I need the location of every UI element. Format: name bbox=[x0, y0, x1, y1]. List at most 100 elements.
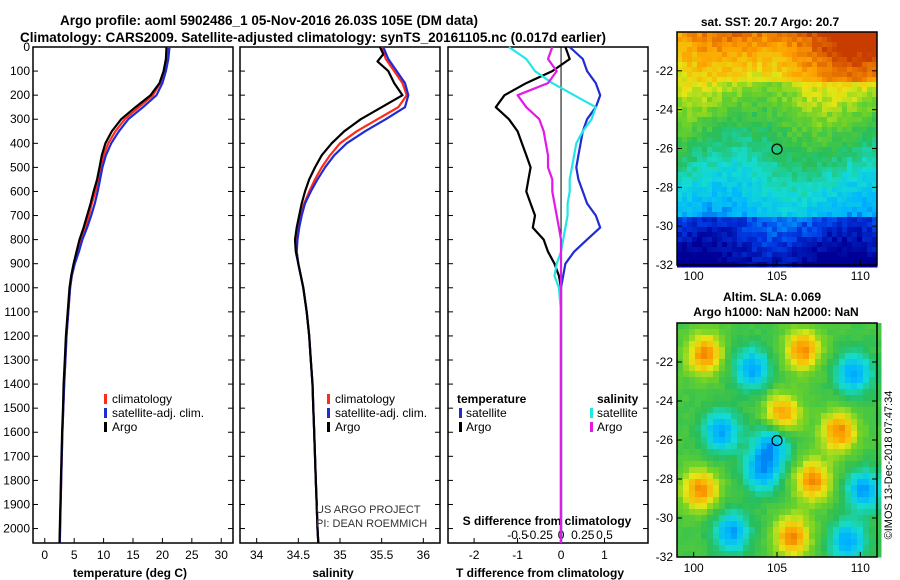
sst-map-cell bbox=[822, 222, 828, 228]
sst-map-cell bbox=[812, 137, 818, 143]
sst-map-cell bbox=[687, 237, 693, 243]
sst-map-cell bbox=[792, 242, 798, 248]
sla-map-cell bbox=[845, 503, 852, 510]
sst-map-cell bbox=[702, 212, 708, 218]
sla-map-cell bbox=[839, 437, 846, 444]
sla-map-cell bbox=[827, 485, 834, 492]
sst-map-cell bbox=[772, 237, 778, 243]
sst-map-cell bbox=[752, 107, 758, 113]
sst-map-cell bbox=[712, 147, 718, 153]
sst-map-cell bbox=[812, 127, 818, 133]
sla-map-cell bbox=[785, 503, 792, 510]
sla-map-cell bbox=[827, 545, 834, 552]
sla-map-cell bbox=[689, 485, 696, 492]
sst-map-cell bbox=[857, 237, 863, 243]
sla-map-cell bbox=[761, 509, 768, 516]
sst-map-cell bbox=[732, 92, 738, 98]
sla-map-cell bbox=[773, 407, 780, 414]
sst-map-cell bbox=[757, 132, 763, 138]
sla-map-cell bbox=[689, 329, 696, 336]
sla-map-cell bbox=[869, 479, 876, 486]
sst-map-cell bbox=[782, 92, 788, 98]
sla-map-cell bbox=[863, 491, 870, 498]
sla-map-cell bbox=[851, 539, 858, 546]
sst-map-cell bbox=[747, 222, 753, 228]
sst-map-cell bbox=[732, 112, 738, 118]
sst-map-cell bbox=[807, 247, 813, 253]
sst-map-cell bbox=[812, 237, 818, 243]
sst-map-cell bbox=[737, 102, 743, 108]
sst-map-cell bbox=[702, 202, 708, 208]
sst-map-cell bbox=[762, 127, 768, 133]
sla-map-cell bbox=[785, 359, 792, 366]
sla-map-cell bbox=[737, 323, 744, 330]
sst-map-cell bbox=[862, 162, 868, 168]
sla-map-cell bbox=[689, 545, 696, 552]
sst-map-cell bbox=[707, 252, 713, 258]
sst-map-cell bbox=[842, 42, 848, 48]
sst-map-cell bbox=[782, 182, 788, 188]
sst-map-cell bbox=[682, 152, 688, 158]
sst-map-cell bbox=[752, 202, 758, 208]
sst-map-cell bbox=[837, 67, 843, 73]
sla-map-cell bbox=[803, 383, 810, 390]
sla-map-cell bbox=[737, 401, 744, 408]
sla-map-cell bbox=[695, 551, 702, 558]
sla-map-cell bbox=[719, 371, 726, 378]
sst-map-cell bbox=[767, 197, 773, 203]
sst-map-cell bbox=[717, 232, 723, 238]
sst-map-cell bbox=[867, 192, 873, 198]
sla-map-cell bbox=[773, 419, 780, 426]
sst-map-cell bbox=[677, 207, 683, 213]
sst-map-cell bbox=[842, 152, 848, 158]
sla-map-cell bbox=[821, 551, 828, 558]
sst-map-cell bbox=[767, 227, 773, 233]
sst-map-cell bbox=[677, 217, 683, 223]
sst-map-cell bbox=[792, 42, 798, 48]
sst-map-cell bbox=[752, 212, 758, 218]
sst-map-cell bbox=[767, 257, 773, 263]
sst-map-cell bbox=[787, 32, 793, 38]
sla-map-cell bbox=[773, 431, 780, 438]
sst-map-cell bbox=[727, 202, 733, 208]
sla-map-cell bbox=[707, 491, 714, 498]
sla-map-cell bbox=[707, 515, 714, 522]
sst-map-cell bbox=[812, 112, 818, 118]
sla-map-cell bbox=[779, 497, 786, 504]
sst-map-cell bbox=[802, 227, 808, 233]
sla-map-cell bbox=[797, 431, 804, 438]
sla-map-cell bbox=[863, 335, 870, 342]
sst-map-cell bbox=[692, 177, 698, 183]
sla-map-cell bbox=[857, 401, 864, 408]
sla-map-cell bbox=[725, 485, 732, 492]
sst-map-cell bbox=[837, 122, 843, 128]
sst-map-cell bbox=[752, 162, 758, 168]
sla-map-cell bbox=[833, 407, 840, 414]
sst-map-cell bbox=[772, 52, 778, 58]
sst-map-cell bbox=[712, 52, 718, 58]
sla-map-cell bbox=[827, 443, 834, 450]
sst-map-cell bbox=[757, 42, 763, 48]
sst-map-cell bbox=[757, 197, 763, 203]
sst-map-cell bbox=[792, 247, 798, 253]
sst-map-cell bbox=[837, 62, 843, 68]
sst-map-cell bbox=[677, 212, 683, 218]
sst-map-cell bbox=[747, 257, 753, 263]
sst-map-cell bbox=[822, 112, 828, 118]
sst-map-cell bbox=[742, 47, 748, 53]
sst-map-cell bbox=[817, 167, 823, 173]
sla-map-cell bbox=[695, 479, 702, 486]
sst-map-cell bbox=[812, 57, 818, 63]
sst-map-cell bbox=[722, 137, 728, 143]
sla-map-cell bbox=[707, 353, 714, 360]
sla-map-cell bbox=[827, 533, 834, 540]
sst-map-cell bbox=[812, 122, 818, 128]
sla-map-cell bbox=[743, 431, 750, 438]
sst-map-cell bbox=[812, 207, 818, 213]
sla-map-cell bbox=[833, 479, 840, 486]
sla-map-cell bbox=[869, 389, 876, 396]
sst-map-cell bbox=[742, 152, 748, 158]
sla-map-cell bbox=[845, 425, 852, 432]
sla-map-cell bbox=[869, 413, 876, 420]
sla-map-cell bbox=[863, 395, 870, 402]
